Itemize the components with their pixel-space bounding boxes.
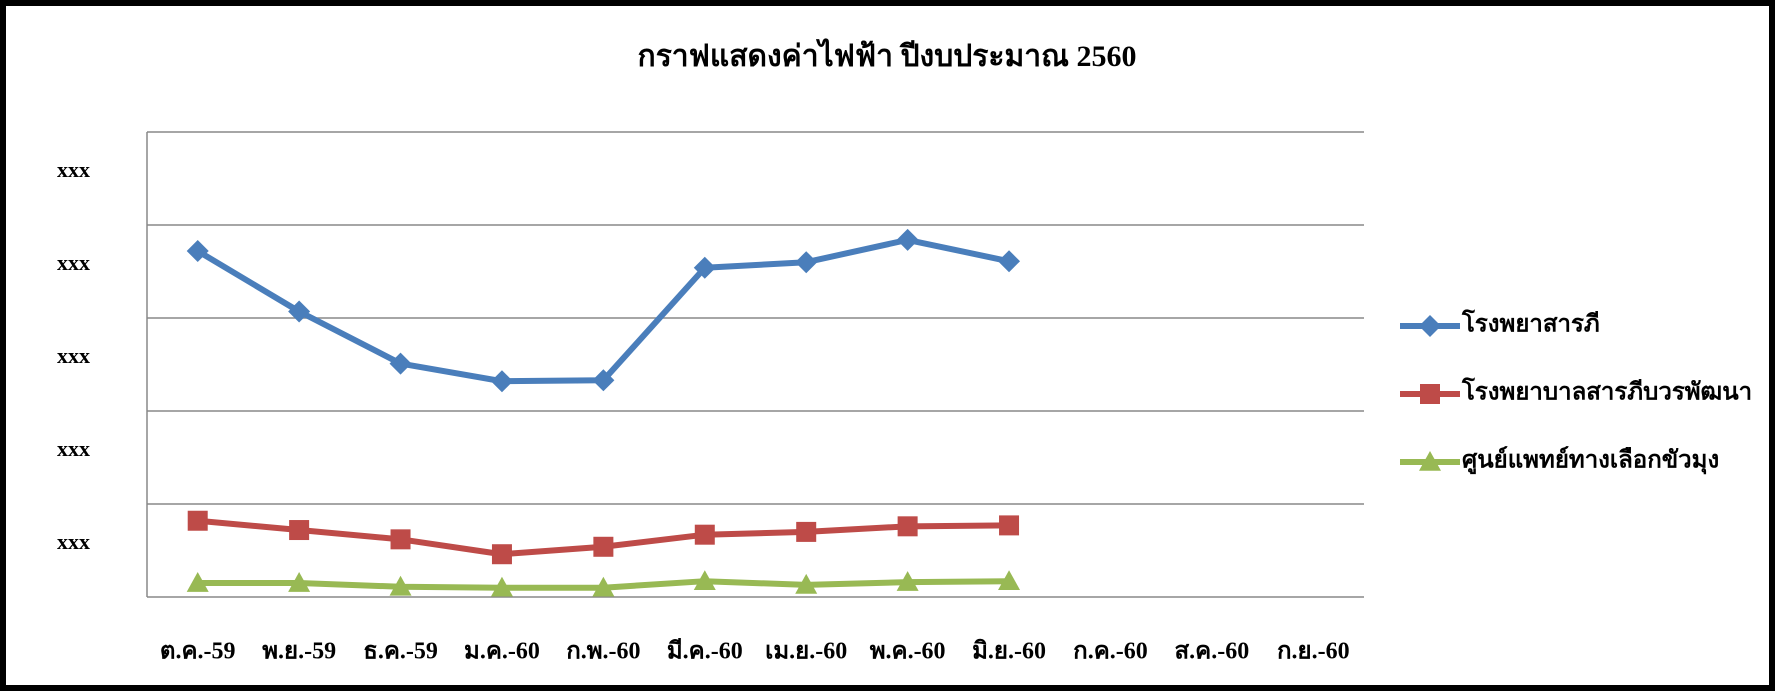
point (693, 256, 716, 279)
point (795, 251, 818, 274)
point (1419, 451, 1441, 471)
point (999, 515, 1020, 536)
x-tick-label: ก.ย.-60 (1277, 639, 1350, 665)
point (389, 575, 412, 596)
y-tick-label: xxx (57, 436, 90, 461)
chart-title: กราฟแสดงค่าไฟฟ้า ปีงบประมาณ 2560 (638, 38, 1137, 73)
point (593, 536, 614, 557)
point (289, 520, 310, 541)
point (896, 228, 919, 251)
point (288, 572, 311, 592)
x-tick-label: ก.ค.-60 (1073, 639, 1148, 665)
point (998, 570, 1021, 590)
legend-label: ศูนย์แพทย์ทางเลือกขัวมุง (1462, 446, 1719, 476)
legend-label: โรงพยาบาลสารภีบวรพัฒนา (1461, 377, 1752, 406)
y-tick-label: xxx (57, 250, 90, 275)
point (1420, 384, 1440, 404)
point (694, 524, 715, 545)
legend-label: โรงพยาสารภี (1461, 309, 1600, 338)
point (1419, 315, 1441, 337)
point (186, 240, 209, 263)
point (187, 510, 208, 531)
point (389, 352, 412, 375)
x-tick-label: เม.ย.-60 (765, 639, 847, 665)
point (592, 576, 615, 597)
x-tick-label: มิ.ย.-60 (972, 639, 1046, 665)
x-tick-label: ม.ค.-60 (464, 639, 540, 665)
point (490, 576, 513, 597)
point (490, 370, 513, 393)
point (390, 529, 411, 550)
point (998, 250, 1021, 273)
x-tick-label: มี.ค.-60 (667, 638, 743, 665)
point (491, 544, 512, 565)
x-tick-label: ธ.ค.-59 (363, 639, 438, 665)
x-tick-label: ส.ค.-60 (1175, 639, 1250, 665)
point (288, 300, 311, 323)
x-tick-label: ต.ค.-59 (160, 639, 236, 665)
point (693, 570, 716, 590)
x-tick-label: พ.ค.-60 (870, 639, 946, 665)
point (186, 572, 209, 592)
y-tick-label: xxx (57, 343, 90, 368)
point (795, 573, 818, 594)
y-tick-label: xxx (57, 157, 90, 182)
x-tick-label: ก.พ.-60 (566, 639, 640, 665)
point (896, 571, 919, 591)
x-tick-label: พ.ย.-59 (262, 639, 336, 665)
y-tick-label: xxx (57, 529, 90, 554)
point (796, 521, 817, 542)
point (897, 516, 918, 537)
point (592, 369, 615, 392)
